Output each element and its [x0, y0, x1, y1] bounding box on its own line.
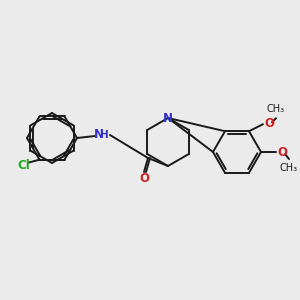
Text: H: H [100, 130, 108, 140]
Text: CH₃: CH₃ [280, 163, 298, 173]
Text: N: N [163, 112, 173, 124]
Text: N: N [94, 128, 104, 142]
Text: Cl: Cl [17, 159, 30, 172]
Text: CH₃: CH₃ [267, 104, 285, 114]
Text: O: O [277, 146, 287, 158]
Text: O: O [264, 117, 274, 130]
Text: O: O [139, 172, 149, 185]
